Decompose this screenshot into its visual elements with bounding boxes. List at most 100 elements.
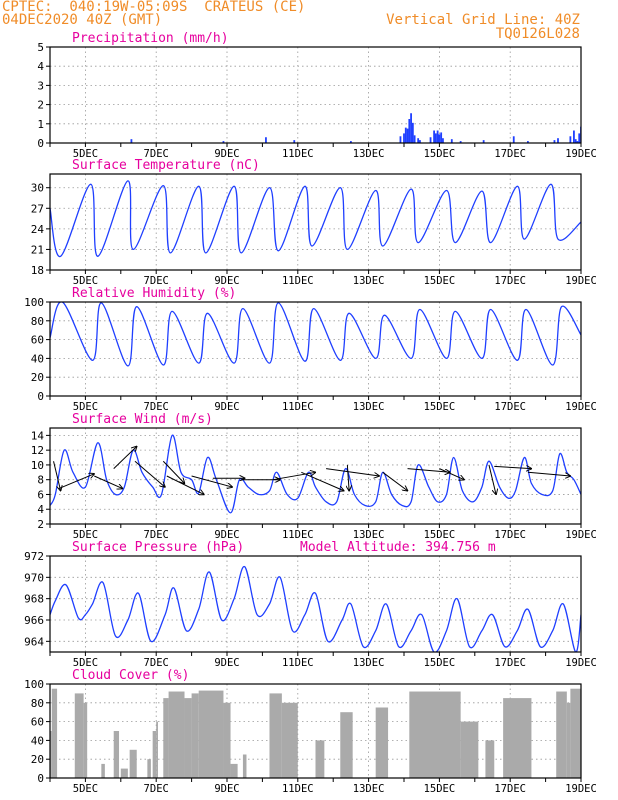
panel-precipitation: 0 1 2 3 4 5 5DEC 7DEC 9DEC 11DEC 13DEC 15DEC 17DEC 19… xyxy=(37,31,596,160)
cloud-cover-area-segment xyxy=(281,702,298,778)
cloud-cover-x-tick-label: 9DEC xyxy=(214,783,239,795)
cloud-cover-area-segment xyxy=(570,688,581,778)
surface-pressure-x-tick-label: 19DEC xyxy=(565,657,597,669)
panel-surface-pressure: 964 966 968 970 972 5DEC 7DEC 9DEC 11DEC 13DEC 15D… xyxy=(24,540,597,669)
surface-pressure-x-tick-label: 7DEC xyxy=(144,657,169,669)
relative-humidity-series-line xyxy=(50,302,581,367)
surface-pressure-title: Surface Pressure (hPa) xyxy=(72,540,244,555)
cloud-cover-x-tick-label: 11DEC xyxy=(282,783,314,795)
precipitation-bar xyxy=(576,141,579,143)
cloud-cover-x-tick-label: 17DEC xyxy=(494,783,526,795)
precipitation-bar xyxy=(578,133,581,143)
relative-humidity-x-tick-label: 17DEC xyxy=(494,401,526,413)
cloud-cover-frame xyxy=(49,683,582,779)
precipitation-bar xyxy=(350,141,352,143)
surface-temperature-x-tick-label: 5DEC xyxy=(73,275,98,287)
precipitation-bar xyxy=(440,132,443,143)
wind-vector-arrow xyxy=(162,460,184,483)
cloud-cover-y-tick-label: 100 xyxy=(24,678,44,691)
cloud-cover-x-tick-label: 13DEC xyxy=(353,783,385,795)
header-datetime: 04DEC2020 40Z (GMT) xyxy=(2,12,163,28)
surface-wind-y-tick-label: 14 xyxy=(31,429,45,442)
wind-vector-arrow xyxy=(439,468,464,480)
wind-vector-arrow xyxy=(113,446,137,469)
panel-cloud-cover: 0 20 40 60 80 100 5DEC 7DEC 9DEC 11DEC 13DEC 15DEC 1… xyxy=(24,668,597,795)
cloud-cover-area-segment xyxy=(83,702,88,778)
cloud-cover-plot-area xyxy=(50,688,581,778)
precipitation-bar xyxy=(406,128,409,143)
cloud-cover-title: Cloud Cover (%) xyxy=(72,668,189,683)
wind-vector-arrow xyxy=(494,466,531,468)
surface-temperature-y-tick-label: 24 xyxy=(31,223,45,236)
precipitation-bar xyxy=(408,119,411,143)
precipitation-bar xyxy=(429,137,432,143)
precipitation-bar xyxy=(557,138,559,143)
cloud-cover-area-segment xyxy=(184,698,192,778)
surface-wind-x-tick-label: 19DEC xyxy=(565,529,597,541)
relative-humidity-y-tick-label: 60 xyxy=(31,334,44,347)
cloud-cover-y-tick-label: 0 xyxy=(37,772,44,785)
cloud-cover-y-tick-label: 60 xyxy=(31,716,44,729)
cloud-cover-area-segment xyxy=(503,698,532,778)
surface-pressure-x-tick-label: 15DEC xyxy=(424,657,456,669)
wind-vector-arrow xyxy=(301,471,343,490)
relative-humidity-y-tick-label: 0 xyxy=(37,390,44,403)
surface-wind-x-tick-label: 5DEC xyxy=(73,529,98,541)
wind-vector-arrow xyxy=(94,475,122,489)
relative-humidity-y-tick-label: 20 xyxy=(31,371,44,384)
surface-pressure-x-tick-label: 17DEC xyxy=(494,657,526,669)
surface-temperature-x-tick-label: 19DEC xyxy=(565,275,597,287)
relative-humidity-x-tick-label: 9DEC xyxy=(214,401,239,413)
precipitation-bar xyxy=(222,141,225,143)
header-station: CPTEC: 040:19W-05:09S CRATEUS (CE) xyxy=(2,0,306,15)
relative-humidity-x-tick-label: 13DEC xyxy=(353,401,385,413)
cloud-cover-x-tick-label: 15DEC xyxy=(424,783,456,795)
relative-humidity-y-tick-label: 80 xyxy=(31,315,44,328)
surface-wind-y-tick-label: 6 xyxy=(37,488,44,501)
relative-humidity-x-tick-label: 15DEC xyxy=(424,401,456,413)
precipitation-y-tick-label: 3 xyxy=(37,79,44,92)
surface-pressure-series-line xyxy=(50,566,581,652)
surface-pressure-y-tick-label: 966 xyxy=(24,614,44,627)
surface-temperature-y-tick-label: 21 xyxy=(31,243,44,256)
header-grid-line: Vertical Grid Line: 40Z xyxy=(386,12,580,28)
precipitation-bar xyxy=(399,136,402,143)
surface-wind-x-tick-label: 11DEC xyxy=(282,529,314,541)
cloud-cover-y-tick-label: 80 xyxy=(31,697,44,710)
surface-pressure-x-tick-label: 5DEC xyxy=(73,657,98,669)
surface-temperature-y-tick-label: 27 xyxy=(31,202,44,215)
precipitation-bar xyxy=(417,138,420,143)
cloud-cover-area-segment xyxy=(556,691,567,778)
cloud-cover-area-segment xyxy=(74,693,84,778)
surface-temperature-x-tick-label: 17DEC xyxy=(494,275,526,287)
precipitation-x-tick-label: 5DEC xyxy=(73,148,98,160)
precipitation-frame xyxy=(49,46,582,144)
relative-humidity-y-tick-label: 40 xyxy=(31,352,44,365)
surface-temperature-title: Surface Temperature (nC) xyxy=(72,158,260,173)
relative-humidity-plot-area xyxy=(50,302,581,367)
relative-humidity-x-tick-label: 5DEC xyxy=(73,401,98,413)
surface-wind-y-tick-label: 10 xyxy=(31,459,44,472)
wind-vector-arrow xyxy=(407,468,450,473)
wind-vector-arrow xyxy=(326,468,379,476)
precipitation-bar xyxy=(553,140,556,143)
cloud-cover-area-segment xyxy=(230,763,238,778)
precipitation-x-tick-label: 9DEC xyxy=(214,148,239,160)
cloud-cover-area-segment xyxy=(269,693,282,778)
precipitation-x-tick-label: 15DEC xyxy=(424,148,456,160)
precipitation-title: Precipitation (mm/h) xyxy=(72,31,229,46)
relative-humidity-x-tick-label: 7DEC xyxy=(144,401,169,413)
wind-vector-arrow xyxy=(272,472,315,481)
cloud-cover-area-segment xyxy=(223,702,231,778)
surface-temperature-y-tick-label: 30 xyxy=(31,182,44,195)
precipitation-bar xyxy=(403,133,405,143)
surface-pressure-y-tick-label: 964 xyxy=(24,635,44,648)
wind-vector-arrow xyxy=(166,475,204,494)
surface-temperature-x-tick-label: 9DEC xyxy=(214,275,239,287)
precipitation-x-tick-label: 11DEC xyxy=(282,148,314,160)
cloud-cover-area-segment xyxy=(485,740,495,778)
panel-relative-humidity: 0 20 40 60 80 100 5DEC 7DEC 9DEC 11DEC 13DEC 15DEC 1… xyxy=(24,286,597,413)
surface-wind-y-tick-label: 12 xyxy=(31,444,44,457)
cloud-cover-area-segment xyxy=(120,768,128,778)
surface-pressure-x-tick-label: 9DEC xyxy=(214,657,239,669)
